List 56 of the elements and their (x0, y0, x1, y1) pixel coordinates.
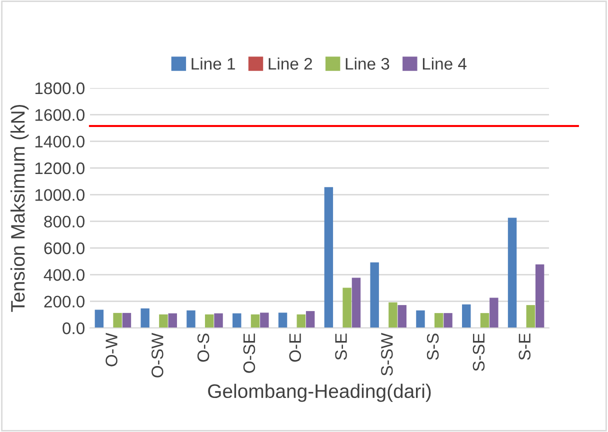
bar (434, 313, 444, 328)
x-axis-title: Gelombang-Heading(dari) (208, 384, 431, 402)
bar (324, 187, 334, 328)
x-tick-label: S-S (426, 334, 439, 360)
bar (296, 314, 306, 328)
y-tick-label: 1000.0 (35, 189, 84, 201)
legend-label: Line 2 (268, 57, 312, 70)
bar (462, 304, 471, 328)
bar (168, 313, 177, 328)
bar (490, 298, 498, 328)
y-tick-label: 0.0 (62, 322, 84, 334)
bar (535, 264, 544, 328)
y-tick-label: 600.0 (44, 242, 84, 254)
bar (306, 311, 315, 328)
bar (398, 305, 406, 328)
bar (140, 308, 150, 328)
bar (508, 218, 517, 328)
bar (260, 312, 269, 328)
x-tick-label: O-SE (243, 334, 256, 373)
y-axis-title: Tension Maksimum (kN) (10, 104, 29, 312)
legend-label: Line 3 (346, 57, 390, 70)
bar (342, 288, 352, 328)
bar (352, 278, 361, 328)
y-tick-label: 1800.0 (35, 82, 84, 94)
y-tick-label: 1400.0 (35, 136, 84, 148)
bar (416, 310, 425, 328)
y-tick-label: 1600.0 (35, 109, 84, 121)
bar (480, 313, 490, 328)
y-tick-label: 1200.0 (35, 162, 84, 174)
legend-label: Line 1 (192, 57, 235, 70)
bar (250, 314, 260, 328)
y-tick-label: 400.0 (44, 269, 84, 281)
bar (186, 310, 196, 328)
x-tick-label: O-SW (152, 332, 164, 378)
bar (159, 314, 168, 328)
bar (214, 313, 223, 328)
x-tick-label: O-W (106, 332, 118, 366)
bar (122, 312, 132, 328)
bar (388, 302, 398, 328)
x-tick-label: S-SW (381, 332, 393, 376)
x-tick-label: S-SE (472, 334, 485, 372)
bar (444, 313, 452, 328)
bar (278, 312, 288, 328)
bar (232, 313, 242, 328)
y-tick-label: 800.0 (44, 216, 84, 228)
bar (113, 312, 122, 328)
legend-label: Line 4 (422, 57, 466, 70)
bar (94, 310, 104, 328)
bar (526, 305, 535, 328)
x-tick-label: S-E (518, 334, 531, 360)
y-tick-label: 200.0 (44, 296, 84, 308)
x-tick-label: O-E (289, 334, 302, 362)
bar (204, 314, 214, 328)
bar (370, 262, 379, 328)
x-tick-label: S-E (335, 334, 347, 360)
x-tick-label: O-S (197, 334, 210, 362)
